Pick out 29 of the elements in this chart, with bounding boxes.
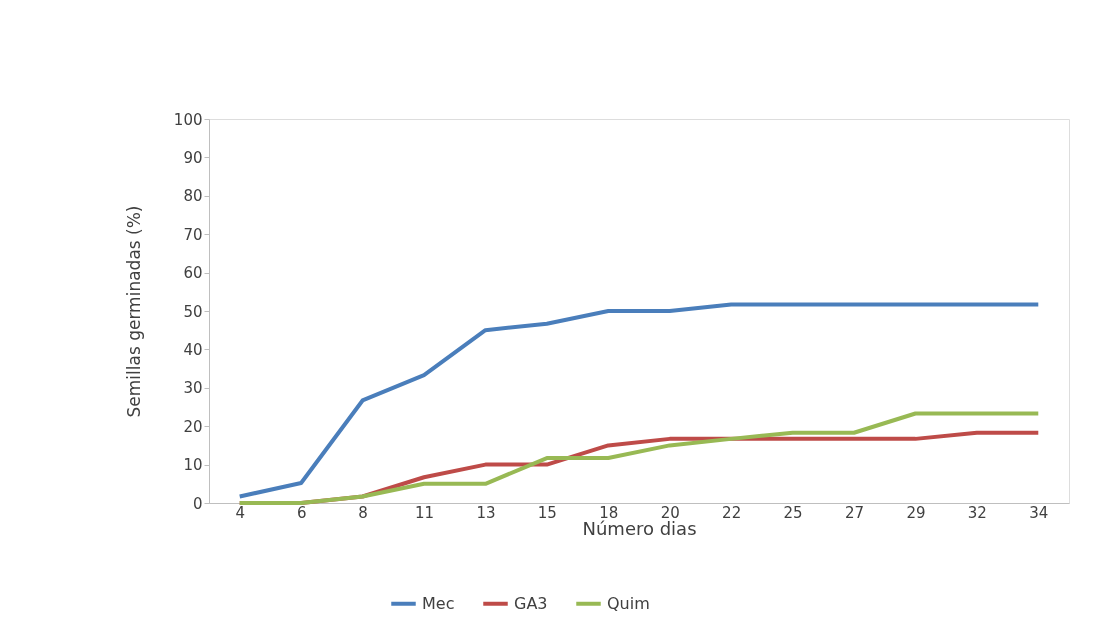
line-series (237, 302, 1041, 499)
x-tick-label: 25 (783, 503, 803, 522)
x-tick-label: 27 (844, 503, 865, 522)
y-tick-label: 80 (183, 187, 203, 206)
line-series (237, 411, 1041, 505)
legend-label: GA3 (514, 593, 548, 613)
x-tick-label: 4 (235, 503, 245, 522)
y-tick-label: 10 (183, 456, 203, 475)
y-tick-label: 100 (173, 110, 203, 129)
x-tick-label: 6 (296, 503, 307, 522)
y-tick-label: 60 (183, 264, 203, 283)
y-tick-label: 0 (192, 494, 203, 513)
y-tick-label: 20 (183, 417, 203, 436)
legend-label: Mec (422, 593, 455, 613)
x-tick-label: 11 (414, 503, 435, 522)
x-tick-label: 29 (906, 503, 926, 522)
y-tick-label: 90 (183, 148, 203, 167)
x-tick-label: 8 (358, 503, 368, 522)
x-tick-label: 22 (722, 503, 742, 522)
y-axis-title: Semillas germinadas (%) (123, 205, 144, 418)
x-tick-label: 32 (967, 503, 987, 522)
y-tick-label: 50 (183, 302, 203, 321)
legend-label: Quim (607, 593, 650, 613)
x-tick-label: 15 (537, 503, 557, 522)
x-tick-label: 34 (1029, 503, 1049, 522)
y-tick-label: 30 (183, 379, 203, 398)
y-tick-label: 40 (183, 340, 203, 359)
x-tick-label: 13 (476, 503, 496, 522)
y-tick-label: 70 (183, 225, 203, 244)
